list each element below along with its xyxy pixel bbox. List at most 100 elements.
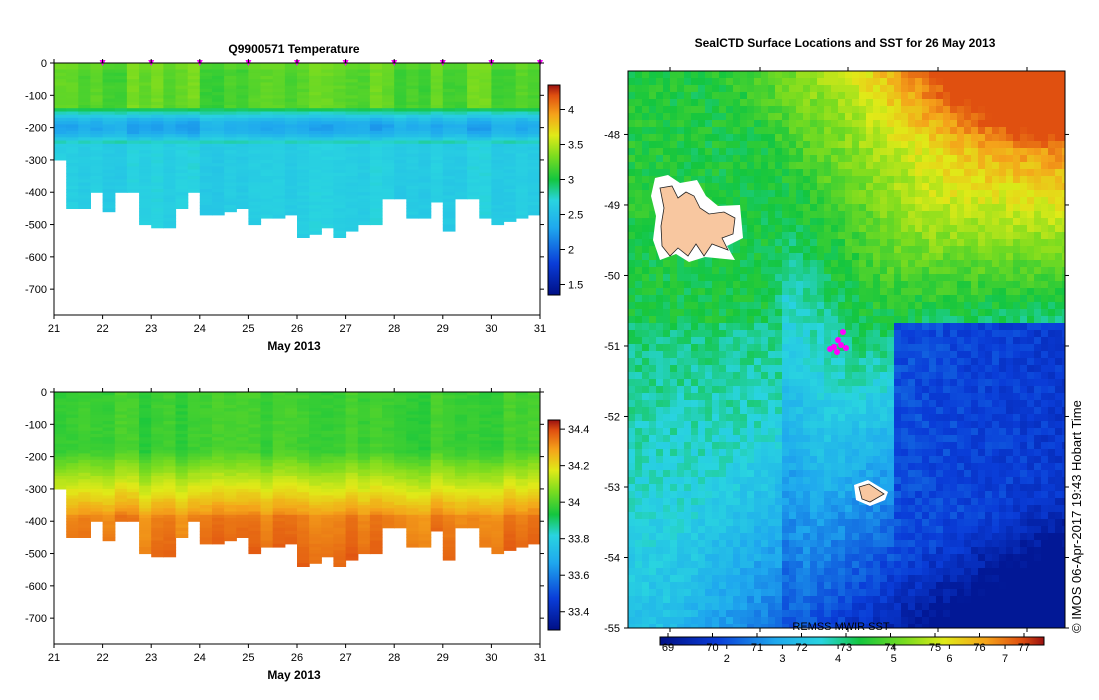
profile-cell xyxy=(479,488,493,493)
sst-cell xyxy=(642,134,650,142)
profile-cell xyxy=(236,114,250,119)
sst-cell xyxy=(677,596,685,604)
sst-cell xyxy=(705,183,713,191)
sst-cell xyxy=(684,169,692,177)
profile-cell xyxy=(248,446,262,451)
profile-cell xyxy=(491,411,505,416)
profile-cell xyxy=(212,169,225,174)
profile-cell xyxy=(491,63,505,67)
profile-cell xyxy=(272,440,286,445)
sst-cell xyxy=(670,134,678,142)
sst-cell xyxy=(677,148,685,156)
profile-cell xyxy=(102,421,116,425)
sst-cell xyxy=(635,99,643,107)
profile-cell xyxy=(163,66,177,70)
profile-cell xyxy=(224,169,237,174)
sst-cell xyxy=(677,428,685,436)
profile-cell xyxy=(163,218,177,222)
profile-cell xyxy=(212,198,225,203)
profile-cell xyxy=(515,98,529,103)
profile-cell xyxy=(224,459,237,464)
profile-cell xyxy=(394,411,407,416)
profile-cell xyxy=(284,421,298,425)
profile-cell xyxy=(114,414,128,419)
profile-cell xyxy=(382,79,395,83)
profile-cell xyxy=(369,521,383,525)
profile-cell xyxy=(66,163,79,167)
sst-cell xyxy=(677,337,685,345)
profile-cell xyxy=(175,147,189,151)
profile-cell xyxy=(369,150,383,154)
profile-cell xyxy=(540,392,553,396)
profile-cell xyxy=(114,124,128,129)
profile-cell xyxy=(491,192,505,196)
profile-cell xyxy=(139,508,152,513)
profile-cell xyxy=(212,88,225,93)
profile-cell xyxy=(345,205,359,209)
profile-cell xyxy=(394,501,407,506)
profile-cell xyxy=(78,150,91,154)
profile-cell xyxy=(394,98,407,103)
profile-cell xyxy=(272,79,286,83)
sst-cell xyxy=(628,344,636,352)
profile-cell xyxy=(224,117,237,122)
profile-cell xyxy=(102,398,116,403)
profile-cell xyxy=(236,524,250,529)
sst-cell xyxy=(677,547,685,555)
profile-cell xyxy=(224,411,237,416)
profile-cell xyxy=(126,395,140,399)
sst-cell xyxy=(698,169,706,177)
profile-cell xyxy=(139,424,152,429)
profile-cell xyxy=(187,108,201,112)
profile-cell xyxy=(114,440,128,445)
profile-cell xyxy=(406,69,420,74)
sst-cell xyxy=(677,358,685,366)
sst-cell xyxy=(670,78,678,86)
profile-cell xyxy=(454,108,468,112)
profile-cell xyxy=(284,130,298,135)
profile-cell xyxy=(333,527,347,532)
profile-cell xyxy=(418,446,432,451)
profile-cell xyxy=(297,82,310,87)
profile-cell xyxy=(114,456,128,461)
sst-cell xyxy=(663,582,671,590)
profile-cell xyxy=(224,511,237,516)
sst-cell xyxy=(642,281,650,289)
profile-cell xyxy=(333,495,347,500)
sst-cell xyxy=(684,484,692,492)
sst-cell xyxy=(691,596,699,604)
sst-cell xyxy=(635,393,643,401)
profile-cell xyxy=(90,421,104,425)
profile-cell xyxy=(260,498,274,503)
profile-cell xyxy=(114,495,128,500)
sst-cell xyxy=(663,554,671,562)
profile-cell xyxy=(406,159,420,164)
profile-cell xyxy=(187,117,201,122)
sst-cell xyxy=(698,113,706,121)
sst-cell xyxy=(628,456,636,464)
profile-cell xyxy=(345,130,359,135)
profile-cell xyxy=(272,147,286,151)
profile-cell xyxy=(66,172,79,177)
profile-cell xyxy=(90,92,104,96)
profile-cell xyxy=(406,121,420,125)
profile-cell xyxy=(114,514,128,519)
profile-cell xyxy=(126,121,140,125)
profile-cell xyxy=(151,179,164,184)
profile-cell xyxy=(527,211,540,216)
profile-cell xyxy=(139,95,152,100)
profile-cell xyxy=(418,111,432,116)
profile-cell xyxy=(78,521,91,525)
profile-cell xyxy=(151,111,164,116)
profile-cell xyxy=(90,443,104,448)
profile-cell xyxy=(369,159,383,164)
profile-cell xyxy=(430,176,444,180)
sst-cell xyxy=(628,568,636,576)
profile-cell xyxy=(430,446,444,451)
profile-cell xyxy=(442,488,456,493)
profile-cell xyxy=(430,111,444,116)
profile-cell xyxy=(515,205,529,209)
profile-cell xyxy=(430,437,444,441)
x-tick-label: 26 xyxy=(291,323,303,335)
sst-cell xyxy=(670,281,678,289)
